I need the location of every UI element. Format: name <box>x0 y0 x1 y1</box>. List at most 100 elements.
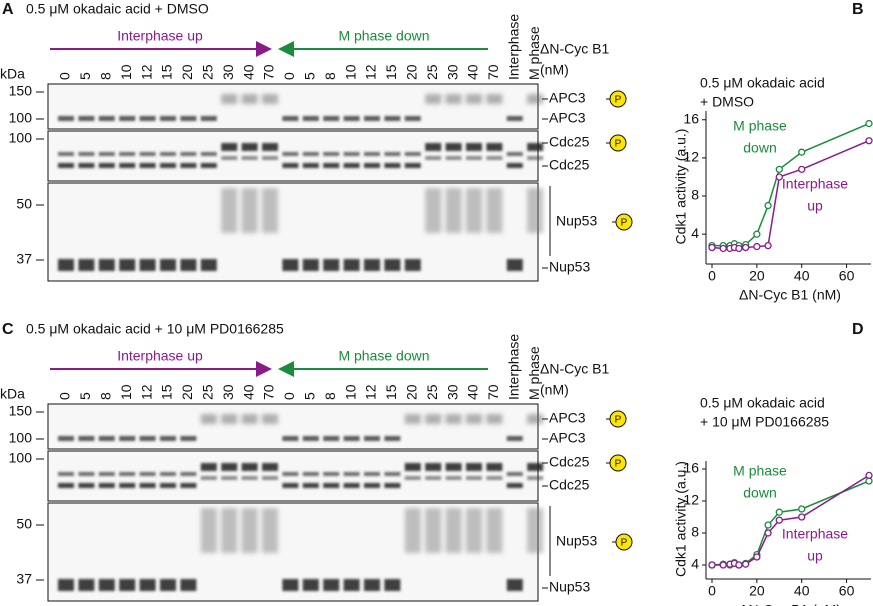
y-tick-label: 4 <box>691 556 699 572</box>
lane-label: 20 <box>404 384 420 400</box>
band <box>445 188 462 233</box>
band <box>302 152 319 156</box>
band <box>241 463 258 471</box>
series-line <box>712 474 870 566</box>
band <box>78 436 95 441</box>
data-point <box>775 508 783 516</box>
data-point <box>865 119 873 128</box>
band <box>139 163 156 168</box>
band <box>221 143 238 151</box>
band <box>425 94 442 104</box>
band <box>282 116 299 121</box>
band <box>58 436 74 441</box>
marker-label: 100 <box>9 110 33 126</box>
arrow-label: Interphase up <box>117 348 203 364</box>
band <box>98 483 115 488</box>
band <box>200 116 217 121</box>
band <box>527 94 544 104</box>
band <box>180 483 197 488</box>
band <box>180 472 197 476</box>
band <box>160 579 176 591</box>
band <box>404 476 421 480</box>
band <box>262 188 278 233</box>
series-label: Interphase <box>782 526 848 542</box>
arrow-label: Interphase up <box>117 28 203 44</box>
data-point <box>775 165 783 173</box>
lane-label: 15 <box>159 64 175 80</box>
band <box>302 163 319 168</box>
lane-label: M phase <box>526 346 542 400</box>
band <box>200 163 217 168</box>
data-point <box>764 521 772 529</box>
band <box>119 483 136 488</box>
band <box>139 152 156 156</box>
lane-label: 12 <box>138 384 154 400</box>
band <box>180 436 197 441</box>
band <box>119 259 136 271</box>
marker-label: 100 <box>9 450 33 466</box>
band <box>486 143 503 151</box>
lane-label: 70 <box>261 64 277 80</box>
phospho-label: P <box>621 538 628 549</box>
band <box>282 436 299 441</box>
band <box>262 476 278 480</box>
band <box>527 143 544 151</box>
band <box>221 508 238 553</box>
series-label: M phase <box>733 463 787 479</box>
series-label: up <box>807 198 823 214</box>
band <box>139 579 156 591</box>
data-point <box>708 243 716 252</box>
lane-label: 10 <box>342 64 358 80</box>
series-label: up <box>807 548 823 564</box>
marker-label: 100 <box>9 130 33 146</box>
band <box>180 116 197 121</box>
x-tick-label: 20 <box>749 268 765 284</box>
band <box>160 472 176 476</box>
band <box>506 163 523 168</box>
band <box>404 259 421 271</box>
y-tick-label: 8 <box>691 187 699 203</box>
band <box>466 188 482 233</box>
lane-label: M phase <box>526 26 542 80</box>
band <box>78 116 95 121</box>
band <box>58 259 74 271</box>
band <box>139 116 156 121</box>
chart-title: 0.5 μM okadaic acid <box>700 395 825 411</box>
band <box>466 143 482 151</box>
band <box>221 94 238 104</box>
lane-axis-label: ΔN-Cyc B1 <box>540 41 609 57</box>
lane-label: 8 <box>322 392 338 400</box>
band <box>384 116 401 121</box>
band <box>323 116 340 121</box>
band <box>486 156 503 160</box>
band <box>262 143 278 151</box>
lane-label: 70 <box>485 384 501 400</box>
band <box>241 188 258 233</box>
x-tick-label: 40 <box>794 583 810 599</box>
chart-title: + DMSO <box>700 94 754 110</box>
band-label: Cdc25 <box>549 134 590 150</box>
y-axis-label: Cdk1 activity (a.u.) <box>673 461 689 577</box>
band <box>527 414 544 424</box>
band <box>445 508 462 553</box>
band <box>527 188 544 233</box>
band <box>221 156 238 160</box>
band <box>282 152 299 156</box>
y-tick-label: 8 <box>691 524 699 540</box>
chart-title: + 10 μM PD0166285 <box>700 414 829 430</box>
band <box>486 476 503 480</box>
band-label: Cdc25 <box>549 454 590 470</box>
blot <box>47 83 539 130</box>
lane-label: 15 <box>383 64 399 80</box>
band <box>323 579 340 591</box>
band <box>241 476 258 480</box>
x-axis-label: ΔN-Cyc B1 (nM) <box>739 602 841 606</box>
lane-axis-unit: (nM) <box>540 62 569 78</box>
series-line <box>711 480 870 566</box>
y-tick-label: 12 <box>683 492 699 508</box>
band <box>506 152 523 156</box>
band <box>221 188 238 233</box>
band <box>160 116 176 121</box>
band <box>78 152 95 156</box>
